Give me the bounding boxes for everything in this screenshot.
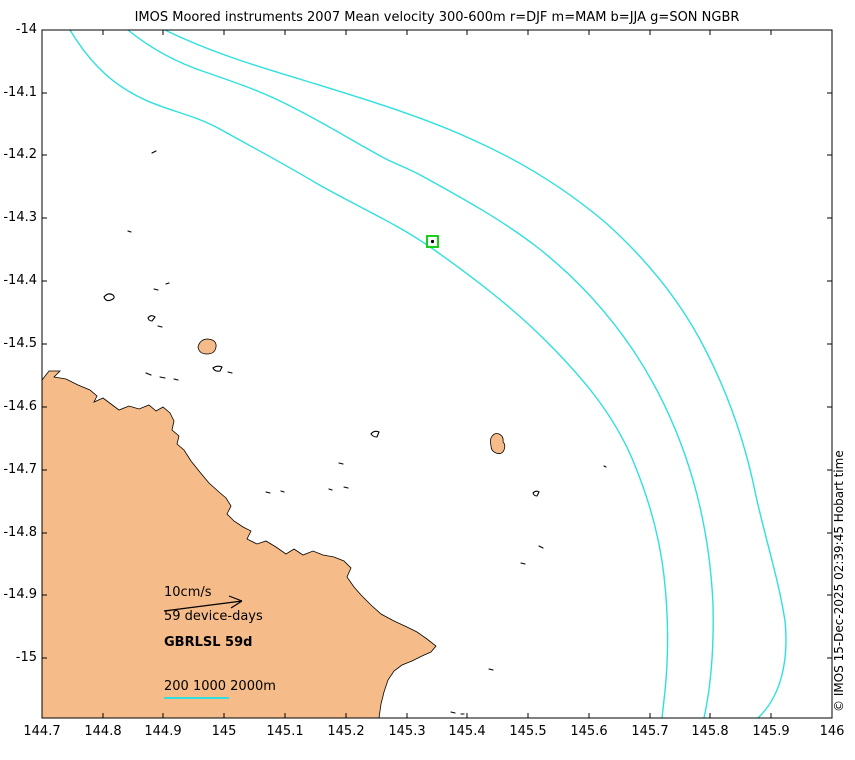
x-tick-label: 145.9 — [752, 724, 790, 739]
x-tick-label: 145.2 — [327, 724, 365, 739]
velocity-scale-arrow — [163, 595, 243, 612]
contour-1000m — [127, 30, 714, 718]
x-tick-label: 144.8 — [84, 724, 122, 739]
velocity-scale-label: 10cm/s — [164, 585, 212, 600]
y-tick-label: -14.1 — [3, 85, 37, 100]
y-tick-label: -14.2 — [3, 147, 37, 162]
axis-ticks — [41, 29, 833, 718]
y-tick-label: -14.3 — [3, 210, 37, 225]
y-tick-label: -15 — [15, 650, 37, 665]
device-days-label: 59 device-days — [164, 609, 263, 624]
x-tick-label: 145.6 — [570, 724, 608, 739]
contour-2000m — [164, 30, 787, 718]
x-tick-label: 145.3 — [388, 724, 426, 739]
y-tick-label: -14.7 — [3, 462, 37, 477]
depth-scale-label: 200 1000 2000m — [164, 679, 276, 694]
y-tick-label: -14.4 — [3, 273, 37, 288]
axis-box — [41, 29, 833, 719]
y-tick-label: -14.8 — [3, 525, 37, 540]
station-label: GBRLSL 59d — [164, 635, 253, 650]
coastline-mainland — [42, 370, 437, 718]
island-large — [197, 338, 506, 454]
x-tick-label: 145.5 — [509, 724, 547, 739]
y-tick-label: -14 — [15, 22, 37, 37]
x-tick-label: 144.7 — [23, 724, 61, 739]
x-tick-label: 144.9 — [144, 724, 182, 739]
y-tick-label: -14.9 — [3, 587, 37, 602]
contour-200m — [69, 30, 669, 718]
x-tick-label: 145.4 — [448, 724, 486, 739]
y-tick-label: -14.6 — [3, 399, 37, 414]
x-tick-label: 145.1 — [266, 724, 304, 739]
plot-title: IMOS Moored instruments 2007 Mean veloci… — [134, 10, 740, 25]
y-tick-label: -14.5 — [3, 336, 37, 351]
x-tick-label: 146 — [819, 724, 845, 739]
x-tick-label: 145 — [211, 724, 237, 739]
station-marker-dot — [430, 239, 435, 244]
watermark: © IMOS 15-Dec-2025 02:39:45 Hobart time — [832, 450, 846, 712]
islet-specks — [103, 150, 607, 715]
x-tick-label: 145.8 — [691, 724, 729, 739]
x-tick-label: 145.7 — [631, 724, 669, 739]
